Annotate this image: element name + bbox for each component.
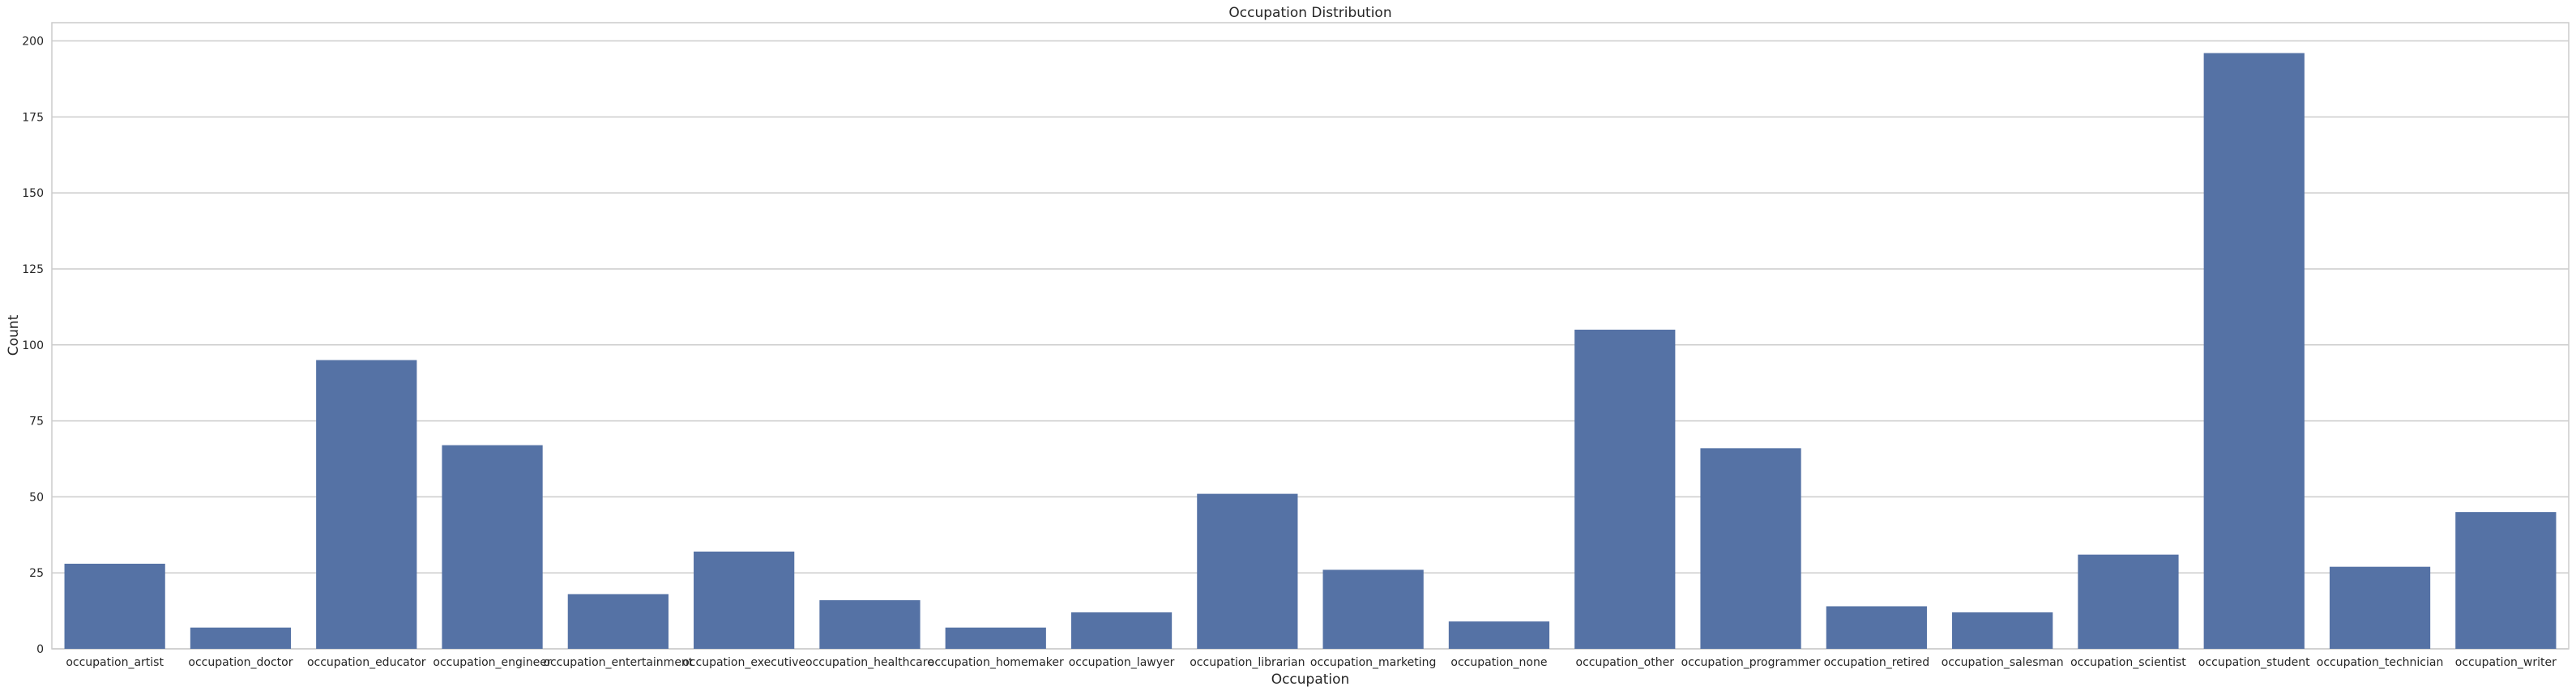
x-tick-label: occupation_programmer bbox=[1681, 656, 1821, 669]
x-tick-label: occupation_artist bbox=[66, 656, 164, 669]
y-tick-label: 50 bbox=[29, 491, 44, 504]
bar-occupation-lawyer bbox=[1070, 612, 1173, 649]
y-tick-label: 125 bbox=[22, 263, 44, 276]
x-tick-label: occupation_entertainment bbox=[543, 656, 693, 669]
y-tick-labels: 0 25 50 75 100 125 150 175 200 bbox=[22, 36, 44, 656]
bar-occupation-scientist bbox=[2078, 554, 2179, 649]
x-tick-labels: occupation_artist occupation_doctor occupa… bbox=[66, 656, 2557, 669]
bar-occupation-none bbox=[1448, 621, 1550, 649]
x-tick-label: occupation_educator bbox=[307, 656, 426, 669]
bar-occupation-student bbox=[2203, 53, 2305, 649]
x-tick-label: occupation_healthcare bbox=[805, 656, 934, 669]
y-tick-label: 150 bbox=[22, 187, 44, 200]
x-tick-label: occupation_executive bbox=[682, 656, 805, 669]
bar-occupation-doctor bbox=[190, 627, 292, 649]
bar-occupation-writer bbox=[2455, 512, 2557, 649]
bar-occupation-entertainment bbox=[567, 594, 669, 649]
bar-occupation-engineer bbox=[442, 445, 543, 649]
y-tick-label: 75 bbox=[29, 416, 44, 429]
x-tick-label: occupation_doctor bbox=[188, 656, 293, 669]
bar-occupation-technician bbox=[2329, 566, 2431, 649]
bar-occupation-healthcare bbox=[819, 599, 921, 649]
x-tick-label: occupation_retired bbox=[1824, 656, 1930, 669]
x-tick-label: occupation_engineer bbox=[433, 656, 551, 669]
bar-occupation-educator bbox=[316, 360, 417, 649]
y-tick-label: 100 bbox=[22, 339, 44, 352]
x-tick-label: occupation_technician bbox=[2317, 656, 2444, 669]
bar-occupation-marketing bbox=[1322, 569, 1424, 649]
bar-occupation-artist bbox=[64, 563, 165, 649]
bar-occupation-librarian bbox=[1197, 493, 1298, 649]
y-tick-label: 25 bbox=[29, 567, 44, 580]
x-tick-label: occupation_other bbox=[1576, 656, 1675, 669]
x-tick-label: occupation_homemaker bbox=[928, 656, 1064, 669]
bar-occupation-programmer bbox=[1700, 448, 1801, 649]
bar-occupation-retired bbox=[1826, 606, 1927, 649]
x-tick-label: occupation_student bbox=[2198, 656, 2310, 669]
y-axis-label: Count bbox=[6, 314, 22, 356]
x-tick-label: occupation_scientist bbox=[2070, 656, 2186, 669]
x-tick-label: occupation_salesman bbox=[1942, 656, 2064, 669]
x-tick-label: occupation_writer bbox=[2455, 656, 2557, 669]
x-tick-label: occupation_marketing bbox=[1310, 656, 1436, 669]
x-axis-label: Occupation bbox=[1271, 672, 1350, 688]
bars bbox=[64, 53, 2557, 649]
bar-occupation-executive bbox=[694, 551, 795, 649]
x-tick-label: occupation_none bbox=[1450, 656, 1547, 669]
y-tick-label: 0 bbox=[36, 643, 44, 656]
y-tick-label: 175 bbox=[22, 111, 44, 124]
x-tick-label: occupation_librarian bbox=[1190, 656, 1305, 669]
bar-occupation-homemaker bbox=[945, 627, 1046, 649]
y-tick-label: 200 bbox=[22, 36, 44, 49]
x-tick-label: occupation_lawyer bbox=[1069, 656, 1175, 669]
bar-occupation-salesman bbox=[1952, 612, 2053, 649]
chart-title: Occupation Distribution bbox=[1228, 5, 1391, 21]
bar-occupation-other bbox=[1574, 329, 1676, 649]
